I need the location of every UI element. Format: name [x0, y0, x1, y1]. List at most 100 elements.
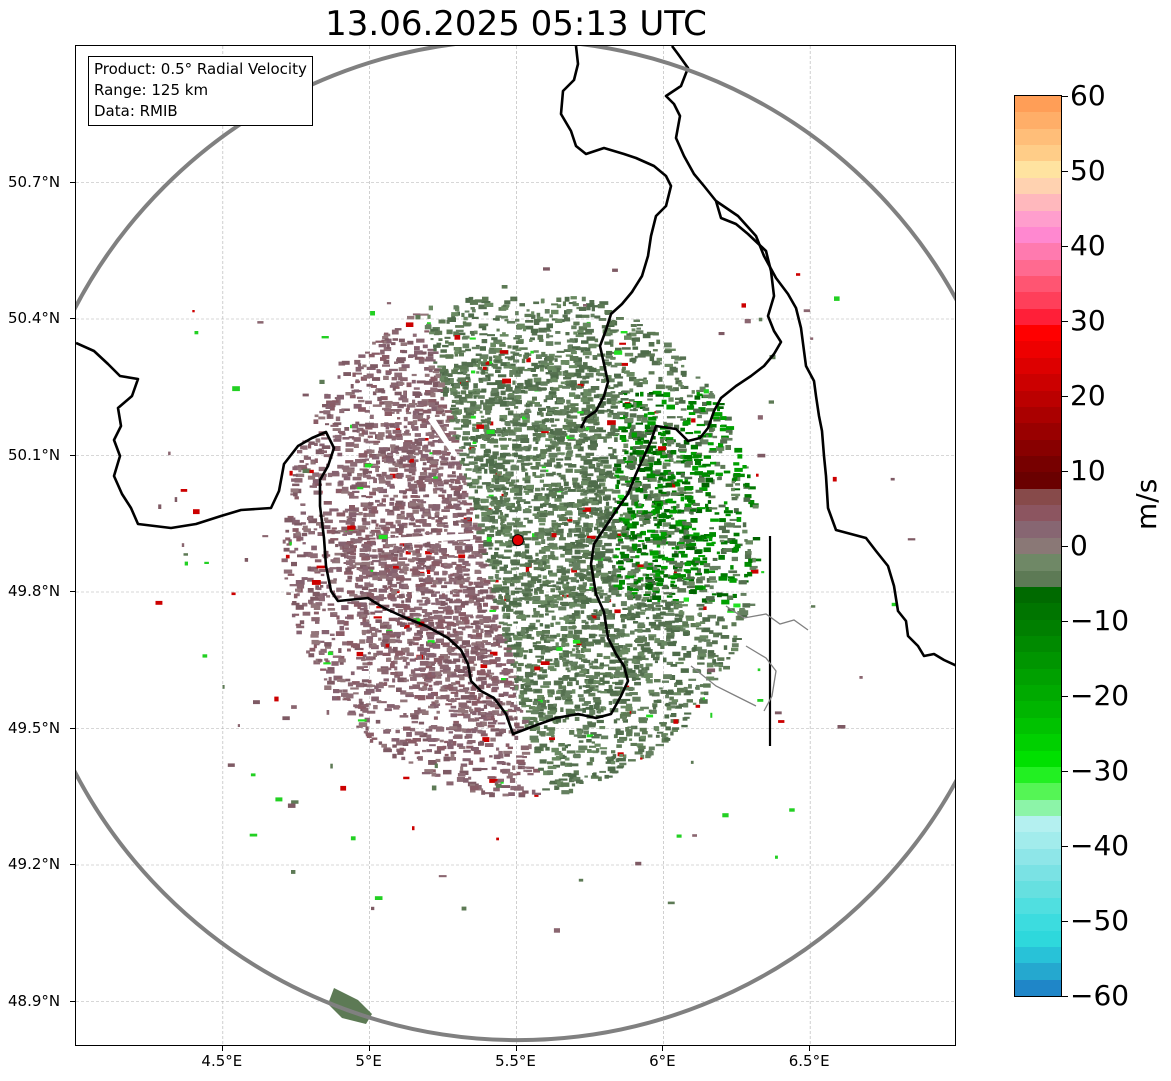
- colorbar-band: [1015, 308, 1061, 326]
- colorbar-band: [1015, 521, 1061, 539]
- admin-border: [690, 605, 809, 712]
- colorbar-tick-mark: [1062, 96, 1068, 97]
- x-tick-mark: [368, 1046, 370, 1051]
- colorbar-band: [1015, 259, 1061, 277]
- y-tick-mark: [70, 1000, 75, 1002]
- colorbar-band: [1015, 799, 1061, 817]
- y-tick-mark: [70, 727, 75, 729]
- colorbar-band: [1015, 946, 1061, 964]
- colorbar-band: [1015, 554, 1061, 572]
- x-tick-label: 6°E: [649, 1052, 676, 1070]
- y-tick-label: 50.4°N: [8, 309, 61, 327]
- radar-map: [75, 45, 956, 1046]
- y-tick-mark: [70, 318, 75, 319]
- product-label: Product: 0.5° Radial Velocity: [94, 60, 307, 78]
- colorbar-band: [1015, 766, 1061, 784]
- colorbar-band: [1015, 750, 1061, 768]
- y-tick-mark: [70, 591, 75, 592]
- colorbar-band: [1015, 276, 1061, 293]
- colorbar-band: [1015, 832, 1061, 850]
- colorbar-tick-label: −10: [1070, 604, 1130, 637]
- y-tick-mark: [70, 454, 75, 456]
- colorbar-tick-mark: [1062, 171, 1068, 172]
- colorbar-tick-label: 30: [1070, 304, 1106, 337]
- colorbar-tick-label: −40: [1070, 829, 1130, 862]
- colorbar-band: [1015, 292, 1061, 310]
- colorbar-band: [1015, 145, 1061, 163]
- colorbar-band: [1015, 374, 1061, 392]
- colorbar-tick-mark: [1062, 321, 1068, 322]
- colorbar-band: [1015, 341, 1061, 359]
- radar-map-canvas: [76, 46, 955, 1045]
- colorbar-tick-mark: [1062, 396, 1068, 397]
- x-tick-mark: [809, 1046, 811, 1051]
- colorbar-band: [1015, 701, 1061, 719]
- x-tick-mark: [515, 1046, 517, 1051]
- colorbar-tick-mark: [1062, 471, 1068, 472]
- country-border: [559, 46, 673, 429]
- y-tick-mark: [70, 864, 75, 865]
- clutter-streak: [427, 415, 458, 458]
- colorbar-band: [1015, 979, 1061, 996]
- y-tick-mark: [70, 181, 75, 183]
- colorbar-band: [1015, 897, 1061, 915]
- x-tick-label: 4.5°E: [201, 1052, 243, 1070]
- x-tick-label: 6.5°E: [788, 1052, 830, 1070]
- colorbar-tick-mark: [1062, 696, 1068, 697]
- product-info-box: Product: 0.5° Radial Velocity Range: 125…: [88, 56, 313, 126]
- colorbar-tick-label: 50: [1070, 154, 1106, 187]
- colorbar-tick-label: −30: [1070, 754, 1130, 787]
- colorbar-tick-mark: [1062, 546, 1068, 547]
- colorbar-tick-label: 60: [1070, 79, 1106, 112]
- y-tick-label: 50.7°N: [8, 172, 61, 191]
- colorbar-band: [1015, 816, 1061, 833]
- colorbar-band: [1015, 537, 1061, 555]
- colorbar-band: [1015, 930, 1061, 948]
- colorbar-band: [1015, 325, 1061, 343]
- colorbar-band: [1015, 488, 1061, 506]
- x-tick-label: 5°E: [355, 1052, 382, 1070]
- velocity-colorbar: [1014, 95, 1062, 997]
- colorbar-band: [1015, 226, 1061, 244]
- y-tick-label: 49.8°N: [8, 582, 61, 600]
- colorbar-band: [1015, 570, 1061, 588]
- colorbar-tick-label: 0: [1070, 529, 1088, 562]
- clutter-streak: [387, 533, 473, 545]
- data-source-label: Data: RMIB: [94, 102, 178, 120]
- colorbar-band: [1015, 505, 1061, 523]
- country-border: [715, 199, 955, 667]
- colorbar-band: [1015, 734, 1061, 752]
- colorbar-band: [1015, 586, 1061, 604]
- colorbar-band: [1015, 865, 1061, 883]
- colorbar-band: [1015, 717, 1061, 735]
- colorbar-unit-label: m/s: [1130, 478, 1163, 530]
- radar-site-marker: [511, 534, 524, 547]
- colorbar-band: [1015, 357, 1061, 375]
- colorbar-band: [1015, 652, 1061, 670]
- colorbar-tick-label: −20: [1070, 679, 1130, 712]
- x-tick-mark: [662, 1046, 664, 1051]
- colorbar-band: [1015, 112, 1061, 130]
- y-tick-label: 49.2°N: [8, 855, 61, 873]
- velocity-echo-field: [155, 267, 916, 933]
- colorbar-tick-label: 10: [1070, 454, 1106, 487]
- colorbar-tick-mark: [1062, 771, 1068, 772]
- colorbar-tick-mark: [1062, 996, 1068, 997]
- colorbar-band: [1015, 668, 1061, 686]
- colorbar-band: [1015, 685, 1061, 703]
- colorbar-tick-mark: [1062, 621, 1068, 622]
- y-tick-label: 49.5°N: [8, 718, 61, 737]
- colorbar-band: [1015, 963, 1061, 981]
- colorbar-band: [1015, 456, 1061, 473]
- colorbar-band: [1015, 783, 1061, 801]
- colorbar-band: [1015, 619, 1061, 637]
- colorbar-band: [1015, 128, 1061, 146]
- map-title: 13.06.2025 05:13 UTC: [325, 4, 707, 44]
- range-label: Range: 125 km: [94, 81, 209, 99]
- colorbar-band: [1015, 881, 1061, 899]
- colorbar-band: [1015, 603, 1061, 621]
- colorbar-tick-label: 20: [1070, 379, 1106, 412]
- colorbar-tick-label: 40: [1070, 229, 1106, 262]
- colorbar-band: [1015, 914, 1061, 932]
- colorbar-band: [1015, 194, 1061, 212]
